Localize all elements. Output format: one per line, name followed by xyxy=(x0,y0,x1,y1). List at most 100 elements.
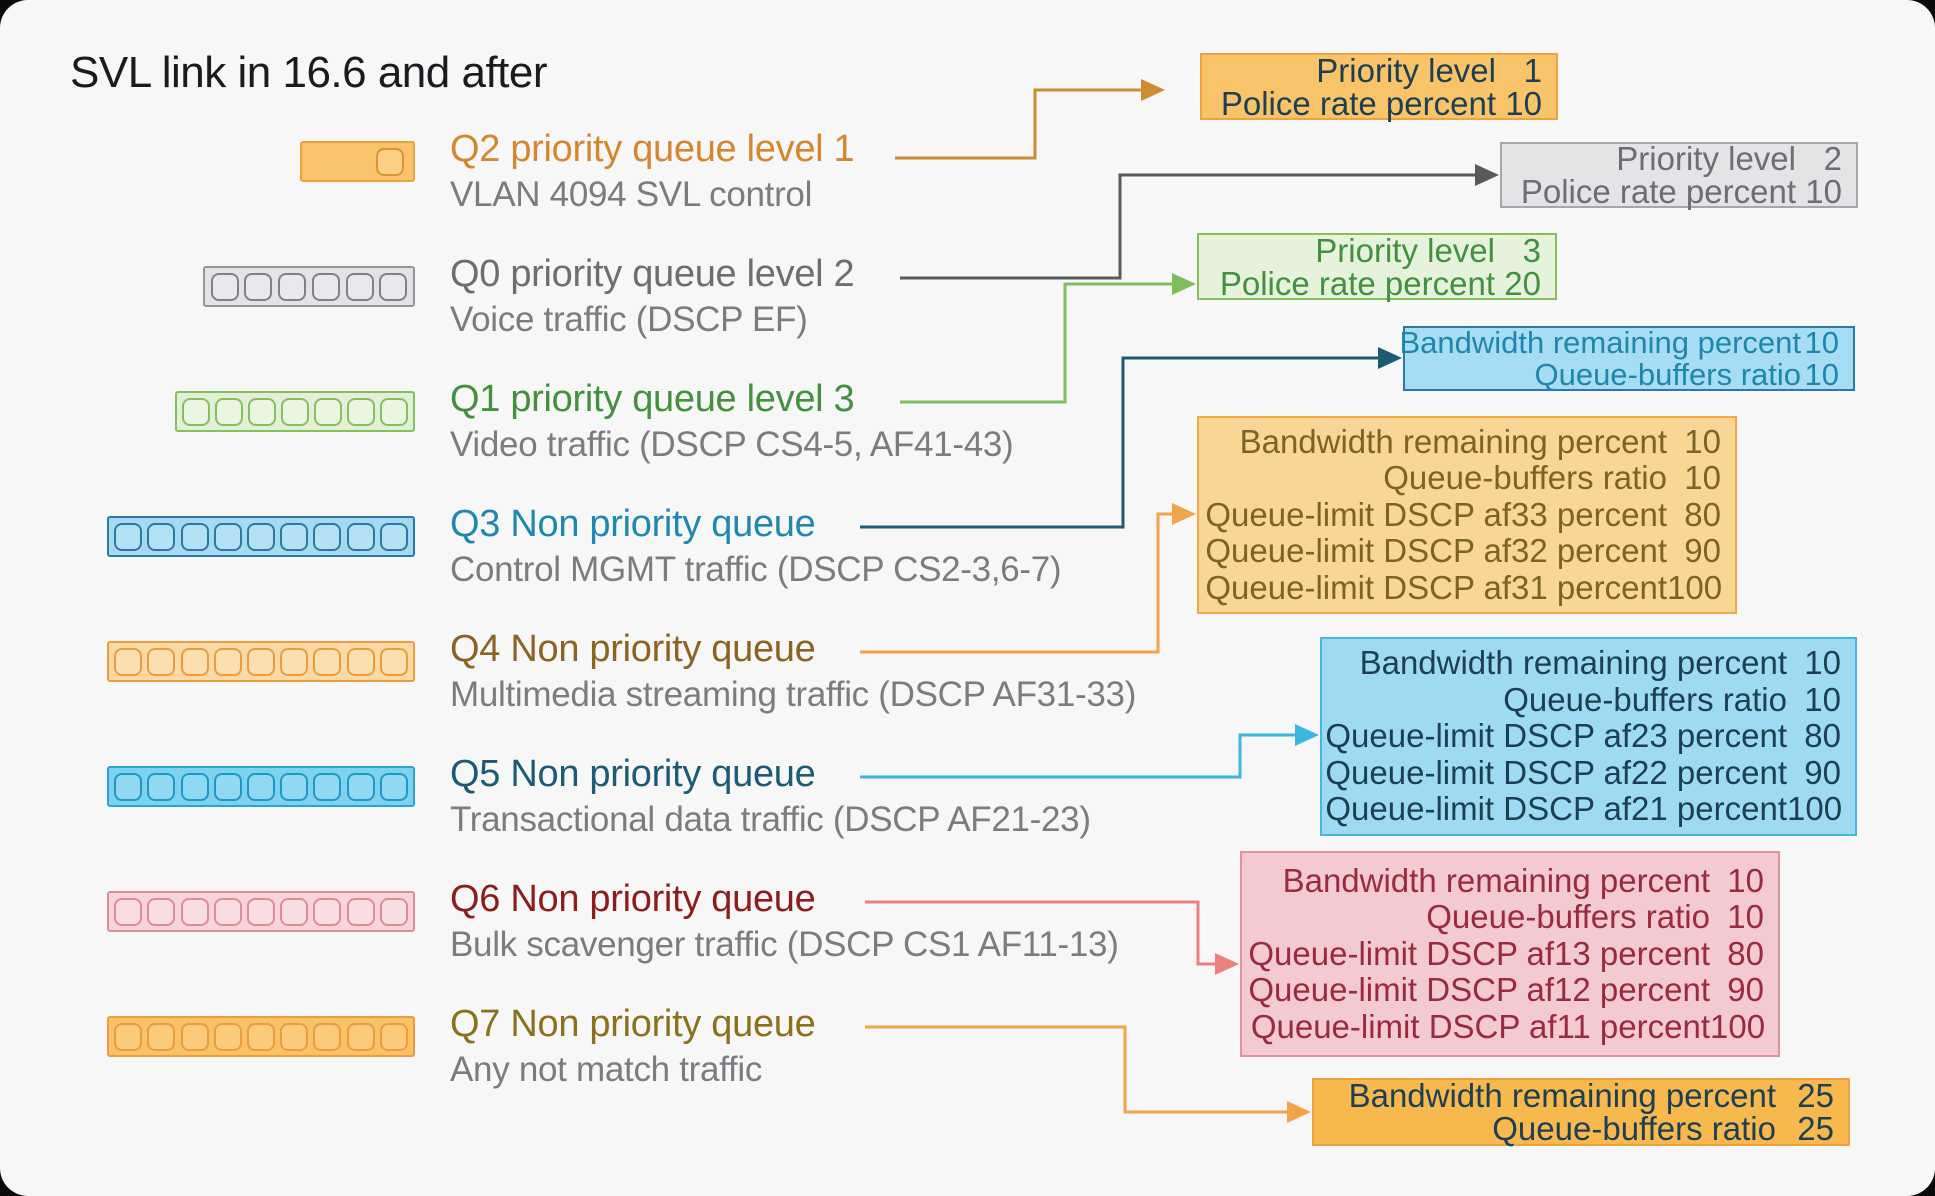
info-line: Bandwidth remaining percent 25 xyxy=(1348,1077,1834,1114)
queue-cell xyxy=(215,397,243,426)
queue-cell xyxy=(248,397,276,426)
queue-cell xyxy=(147,772,176,801)
queue-title-q7: Q7 Non priority queue xyxy=(450,1003,816,1045)
info-line: Police rate percent 10 xyxy=(1220,84,1542,122)
info-line: Bandwidth remaining percent 10 xyxy=(1282,861,1764,899)
queue-cell xyxy=(346,1022,375,1051)
queue-cell xyxy=(114,647,143,676)
info-box-q2-policy: Priority level 1 Police rate percent 10 xyxy=(1200,53,1558,120)
queue-cell xyxy=(246,522,275,551)
info-box-q1-policy: Priority level 3 Police rate percent 20 xyxy=(1197,233,1557,300)
queue-cell xyxy=(213,1022,242,1051)
queue-cell xyxy=(379,272,408,301)
queue-icon-q5 xyxy=(107,766,415,807)
queue-cell xyxy=(180,522,209,551)
queue-cell xyxy=(379,1022,408,1051)
queue-cell xyxy=(380,397,408,426)
info-box-q0-policy: Priority level 2 Police rate percent 10 xyxy=(1500,142,1858,208)
queue-cell xyxy=(114,772,143,801)
info-line: Queue-limit DSCP af11 percent 100 xyxy=(1250,1007,1766,1045)
info-line: Priority level 1 xyxy=(1316,51,1542,89)
queue-icon-q2 xyxy=(300,141,415,182)
queue-cell xyxy=(246,1022,275,1051)
queue-subtitle-q7: Any not match traffic xyxy=(450,1050,763,1089)
queue-cell xyxy=(147,522,176,551)
queue-cell xyxy=(345,272,374,301)
queue-cell xyxy=(114,1022,143,1051)
info-line: Bandwidth remaining percent 10 xyxy=(1399,324,1839,360)
queue-cell xyxy=(346,522,375,551)
queue-cell xyxy=(280,522,309,551)
queue-cell xyxy=(213,647,242,676)
info-box-q7-policy: Bandwidth remaining percent 25 Queue-buff… xyxy=(1312,1078,1850,1146)
info-box-q3-policy: Bandwidth remaining percent 10 Queue-buff… xyxy=(1399,324,1855,391)
queue-icon-q1 xyxy=(175,391,415,432)
info-line: Priority level 2 xyxy=(1616,140,1842,177)
info-line: Queue-buffers ratio 10 xyxy=(1383,459,1721,497)
queue-cell xyxy=(246,647,275,676)
queue-cell xyxy=(280,897,309,926)
info-line: Queue-limit DSCP af33 percent 80 xyxy=(1205,495,1721,533)
queue-cell xyxy=(213,897,242,926)
queue-cell xyxy=(313,897,342,926)
queue-cell xyxy=(213,772,242,801)
info-line: Queue-limit DSCP af32 percent 90 xyxy=(1205,532,1721,570)
queue-icon-q4 xyxy=(107,641,415,682)
info-line: Queue-limit DSCP af22 percent 90 xyxy=(1325,753,1841,791)
queue-subtitle-q0: Voice traffic (DSCP EF) xyxy=(450,300,808,339)
info-line: Queue-buffers ratio 25 xyxy=(1492,1110,1834,1147)
queue-cell xyxy=(210,272,239,301)
info-line: Queue-limit DSCP af31 percent 100 xyxy=(1205,568,1723,606)
queue-subtitle-q1: Video traffic (DSCP CS4-5, AF41-43) xyxy=(450,425,1014,464)
queue-cell xyxy=(114,522,143,551)
queue-cell xyxy=(147,1022,176,1051)
queue-title-q1: Q1 priority queue level 3 xyxy=(450,378,855,420)
queue-cell xyxy=(182,397,210,426)
info-line: Queue-limit DSCP af21 percent 100 xyxy=(1325,790,1843,828)
queue-subtitle-q6: Bulk scavenger traffic (DSCP CS1 AF11-13… xyxy=(450,925,1119,964)
info-line: Queue-buffers ratio 10 xyxy=(1426,898,1764,936)
info-box-q4-policy: Bandwidth remaining percent 10 Queue-buff… xyxy=(1197,416,1737,614)
queue-cell xyxy=(346,772,375,801)
queue-cell xyxy=(246,772,275,801)
queue-cell xyxy=(347,397,375,426)
queue-title-q0: Q0 priority queue level 2 xyxy=(450,253,855,295)
queue-cell xyxy=(114,897,143,926)
queue-title-q4: Q4 Non priority queue xyxy=(450,628,816,670)
queue-title-q2: Q2 priority queue level 1 xyxy=(450,128,855,170)
info-line: Queue-buffers ratio 10 xyxy=(1503,680,1841,718)
queue-subtitle-q3: Control MGMT traffic (DSCP CS2-3,6-7) xyxy=(450,550,1062,589)
arrow-q5 xyxy=(860,724,1319,779)
queue-icon-q3 xyxy=(107,516,415,557)
queue-cell xyxy=(311,272,340,301)
info-box-q6-policy: Bandwidth remaining percent 10 Queue-buff… xyxy=(1240,851,1780,1057)
queue-cell xyxy=(379,647,408,676)
info-line: Police rate percent 20 xyxy=(1219,264,1541,302)
queue-cell xyxy=(346,897,375,926)
queue-title-q3: Q3 Non priority queue xyxy=(450,503,816,545)
queue-subtitle-q4: Multimedia streaming traffic (DSCP AF31-… xyxy=(450,675,1137,714)
arrow-q2 xyxy=(895,79,1165,160)
info-line: Police rate percent 10 xyxy=(1520,173,1842,210)
arrow-q1 xyxy=(900,273,1196,404)
queue-icon-q6 xyxy=(107,891,415,932)
queue-cell xyxy=(180,647,209,676)
queue-cell xyxy=(379,522,408,551)
queue-cell xyxy=(346,647,375,676)
queue-subtitle-q2: VLAN 4094 SVL control xyxy=(450,175,813,214)
info-line: Queue-limit DSCP af13 percent 80 xyxy=(1248,934,1764,972)
queue-cell xyxy=(147,897,176,926)
info-line: Bandwidth remaining percent 10 xyxy=(1239,422,1721,460)
queue-icon-q0 xyxy=(203,266,415,307)
queue-title-q6: Q6 Non priority queue xyxy=(450,878,816,920)
queue-cell xyxy=(313,1022,342,1051)
queue-subtitle-q5: Transactional data traffic (DSCP AF21-23… xyxy=(450,800,1091,839)
queue-cell xyxy=(379,772,408,801)
queue-cell xyxy=(376,147,404,176)
queue-cell xyxy=(280,772,309,801)
queue-title-q5: Q5 Non priority queue xyxy=(450,753,816,795)
queue-cell xyxy=(180,772,209,801)
queue-cell xyxy=(246,897,275,926)
info-line: Priority level 3 xyxy=(1315,231,1541,269)
